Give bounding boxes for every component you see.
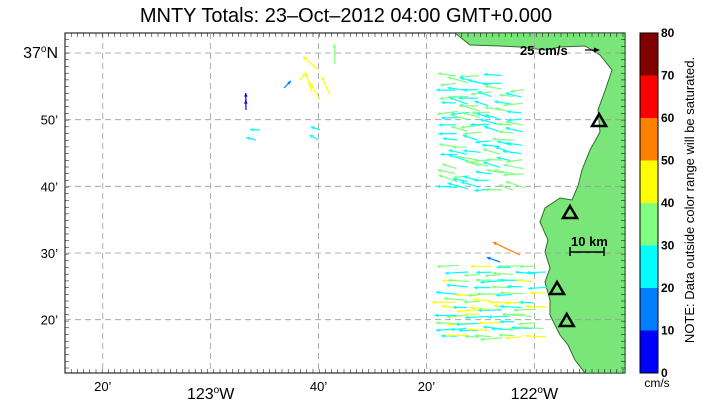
- scale-bar-label: 10 km: [571, 234, 608, 249]
- colorbar-segment: [640, 160, 658, 203]
- lon-label: 123oW: [187, 385, 235, 403]
- station-marker: [547, 279, 567, 296]
- colorbar: 0 10 20 30 40 50 60 70 80: [639, 26, 675, 380]
- colorbar-segment: [640, 330, 658, 373]
- colorbar-tick: 10: [661, 324, 675, 338]
- map-title: MNTY Totals: 23–Oct–2012 04:00 GMT+0.000: [140, 5, 552, 27]
- colorbar-tick: 0: [661, 366, 668, 380]
- colorbar-segment: [640, 245, 658, 288]
- colorbar-segment: [640, 118, 658, 161]
- lon-label: 40’: [310, 379, 327, 394]
- scale-vector: 25 cm/s: [520, 43, 600, 58]
- lon-label: 20’: [418, 379, 435, 394]
- scale-bar: 10 km: [569, 234, 608, 256]
- colorbar-tick: 80: [661, 26, 675, 40]
- land-mass: [454, 33, 625, 373]
- lat-label: 30’: [41, 246, 58, 261]
- colorbar-tick: 30: [661, 239, 675, 253]
- colorbar-tick: 40: [661, 196, 675, 210]
- station-marker: [589, 111, 609, 128]
- lat-label: 20’: [41, 313, 58, 328]
- colorbar-tick: 70: [661, 69, 675, 83]
- lat-label: 50’: [41, 113, 58, 128]
- axis-ticks: [64, 32, 625, 373]
- colorbar-segment: [640, 33, 658, 76]
- colorbar-segment: [640, 288, 658, 331]
- station-marker: [557, 311, 576, 328]
- lat-label: 37oN: [23, 44, 58, 62]
- colorbar-segment: [640, 75, 658, 118]
- colorbar-note: NOTE: Data outside color range will be s…: [682, 57, 697, 343]
- station-marker: [560, 203, 580, 220]
- lon-label: 122oW: [511, 385, 559, 403]
- latitude-labels: 37oN 50’ 40’ 30’ 20’: [23, 44, 58, 328]
- current-vectors: [243, 43, 547, 342]
- plot-frame: [64, 32, 626, 374]
- lat-label: 40’: [41, 179, 58, 194]
- colorbar-tick: 20: [661, 281, 675, 295]
- colorbar-segment: [640, 203, 658, 246]
- colorbar-tick: 50: [661, 154, 675, 168]
- hf-radar-stations: [547, 111, 609, 328]
- longitude-labels: 20’ 123oW 40’ 20’ 122oW: [94, 379, 559, 403]
- colorbar-tick: 60: [661, 111, 675, 125]
- map-grid: [65, 33, 625, 373]
- scale-vector-label: 25 cm/s: [520, 43, 568, 58]
- lon-label: 20’: [94, 379, 111, 394]
- colorbar-unit: cm/s: [644, 376, 669, 390]
